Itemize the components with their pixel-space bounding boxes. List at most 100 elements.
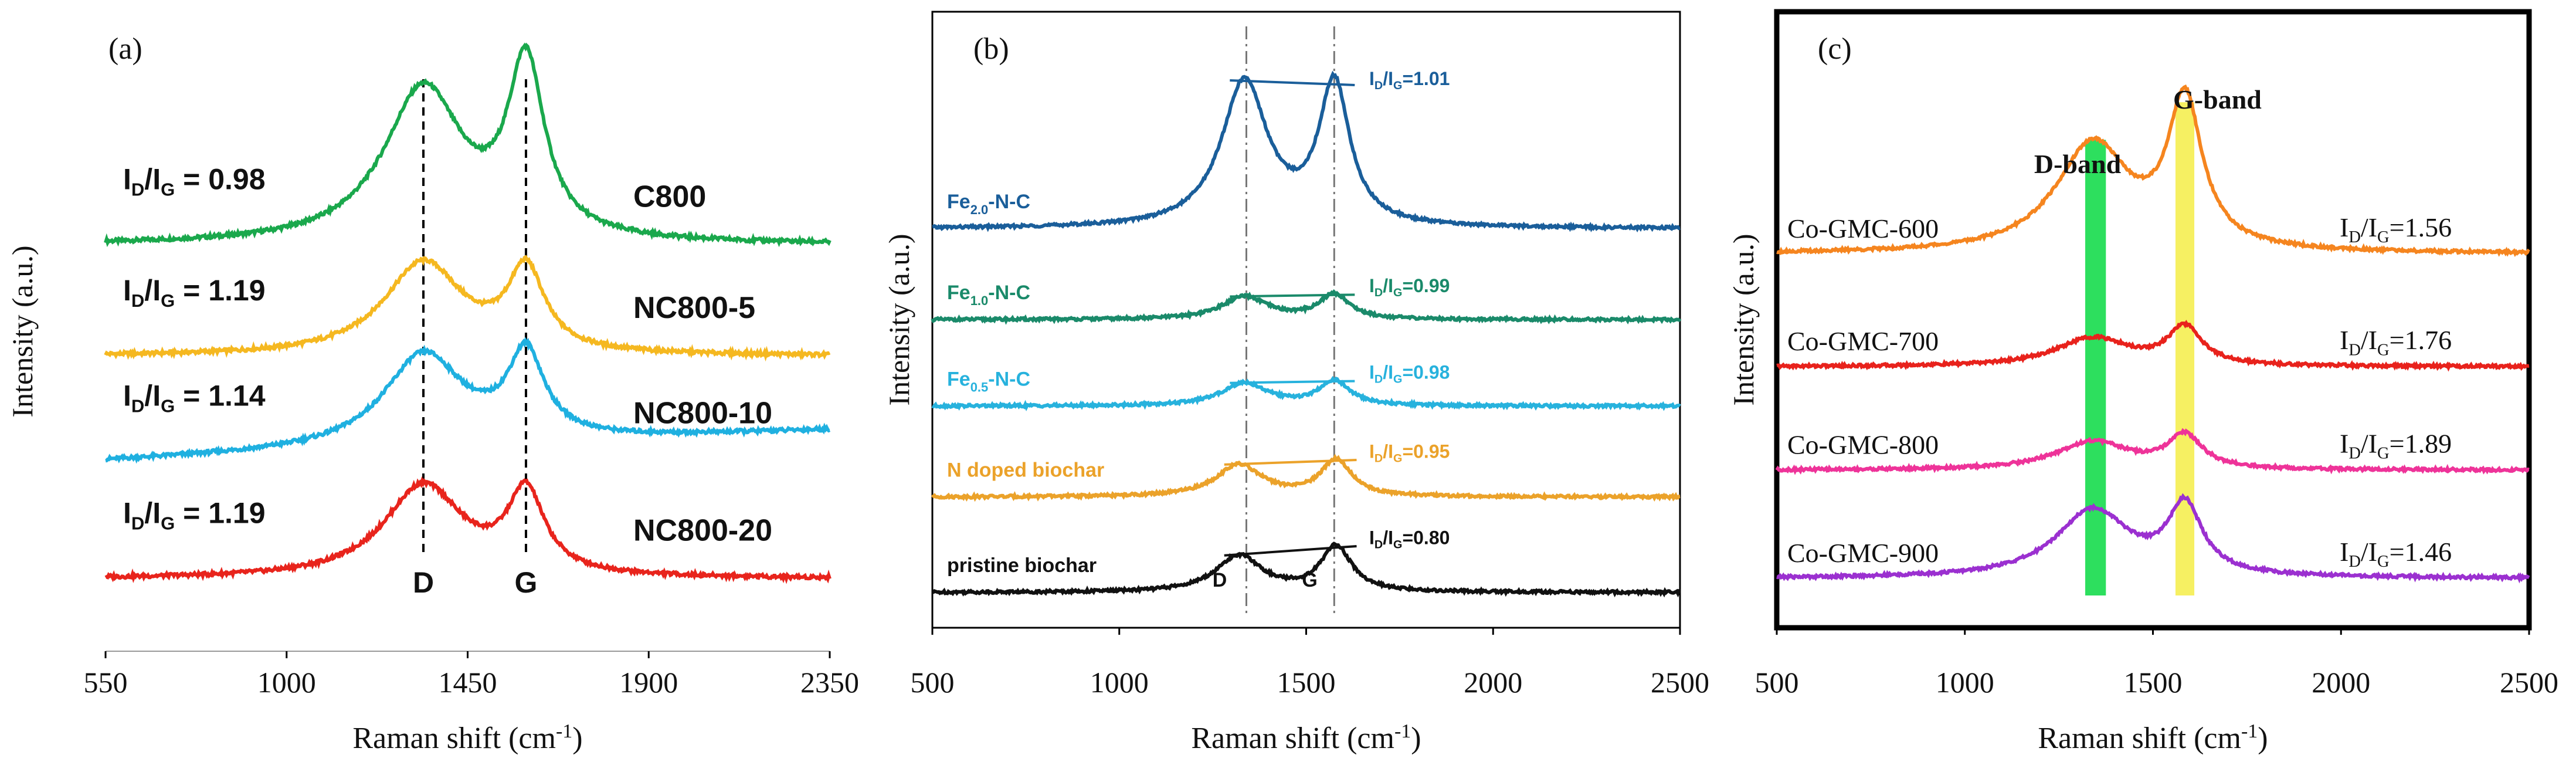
ratio-value: =0.80 [1402,527,1450,549]
series-line-0 [104,42,831,248]
series-label-sub: 0.5 [970,380,989,394]
series-line-1 [104,255,831,362]
x-tick-label: 1500 [1277,666,1336,699]
ratio-sub-g: G [1393,539,1402,551]
series-line-0 [1776,84,2530,258]
series-label-main: Fe [947,282,970,304]
ratio-label-2: ID/IG=0.98 [1369,361,1450,385]
ratio-i: I [2340,537,2348,567]
x-axis-title-main: Raman shift (cm [2038,722,2241,755]
ratio-label-3: ID/IG = 1.19 [123,497,266,534]
series-label-2: Fe0.5-N-C [947,368,1030,394]
ratio-sub-g: G [1393,452,1402,465]
band-label-d: D-band [2034,149,2122,179]
series-label-3: Co-GMC-900 [1787,538,1939,568]
ratio-sub-g: G [161,513,175,534]
ratio-sub-g: G [1393,373,1402,385]
series-line-2 [1775,428,2530,475]
ratio-label-2: ID/IG=1.89 [2340,429,2452,463]
ratio-i: I [2340,325,2348,355]
x-axis-title-main: Raman shift (cm [1191,722,1394,755]
x-axis-title-sup: -1 [556,720,572,742]
ratio-sub-d: D [131,179,144,199]
series-line-1 [931,289,1682,325]
tangent-line-4 [1224,544,1357,557]
ratio-sub-g: G [161,290,175,311]
y-axis-title: Intensity (a.u.) [883,234,915,406]
x-axis-title-main: Raman shift (cm [352,722,556,755]
ratio-value: = 1.14 [175,379,265,412]
ratio-mid: /I [144,379,161,412]
series-label-0: Co-GMC-600 [1787,214,1939,243]
series-label-4: pristine biochar [947,554,1097,577]
ratio-sub-d: D [1374,539,1383,551]
x-axis-title-end: ) [572,722,582,755]
reference-label-g: G [515,566,538,599]
x-axis-title-sup: -1 [1394,720,1411,742]
series-label-3: N doped biochar [947,459,1104,481]
x-tick-label: 1900 [619,666,678,699]
peak-label-g: G [1302,569,1317,591]
ratio-value: = 0.98 [175,163,265,195]
ratio-label-1: ID/IG=1.76 [2340,325,2452,359]
ratio-value: =1.76 [2390,325,2452,355]
x-tick-label: 550 [84,666,128,699]
ratio-sub-g: G [161,395,175,416]
tangent-line-1 [1230,293,1355,298]
ratio-label-4: ID/IG=0.80 [1369,527,1450,551]
ratio-sub-d: D [1374,452,1383,465]
ratio-value: =0.95 [1402,441,1450,462]
ratio-i: I [2340,212,2348,242]
ratio-label-0: ID/IG = 0.98 [123,163,266,199]
ratio-sub-g: G [161,179,175,199]
peak-label-d: D [1213,569,1227,591]
series-label-0: Fe2.0-N-C [947,191,1030,217]
ratio-sub-d: D [131,395,144,416]
series-label-main: Fe [947,368,970,390]
x-tick-label: 1000 [257,666,316,699]
series-label-rest: -N-C [988,282,1030,304]
reference-label-d: D [413,566,434,599]
ratio-mid: /I [144,274,161,307]
ratio-sub-g: G [2377,341,2390,359]
series-label-sub: 1.0 [970,293,989,308]
series-label-main: N doped biochar [947,459,1104,481]
ratio-label-2: ID/IG = 1.14 [123,379,266,416]
ratio-label-0: ID/IG=1.01 [1369,68,1450,92]
series-label-rest: -N-C [988,191,1030,213]
ratio-sub-g: G [2377,553,2390,571]
ratio-sub-d: D [2348,553,2361,571]
ratio-label-3: ID/IG=1.46 [2340,537,2452,571]
ratio-mid: /I [1383,361,1393,383]
series-line-1 [1776,320,2530,372]
ratio-value: =0.98 [1402,361,1450,383]
ratio-mid: /I [2361,429,2377,459]
series-line-3 [104,476,831,584]
ratio-label-3: ID/IG=0.95 [1369,441,1450,465]
ratio-sub-g: G [2377,228,2390,246]
ratio-label-0: ID/IG=1.56 [2340,212,2452,246]
series-label-1: Fe1.0-N-C [947,282,1030,308]
ratio-mid: /I [1383,275,1393,296]
x-tick-label: 1000 [1936,666,1994,699]
ratio-value: =1.89 [2390,429,2452,459]
series-line-3 [931,454,1681,502]
x-tick-label: 2500 [2500,666,2558,699]
band-label-g: G-band [2173,84,2262,114]
ratio-label-1: ID/IG = 1.19 [123,274,266,311]
series-label-main: Fe [947,191,970,213]
tangent-line-3 [1224,459,1357,466]
x-tick-label: 1000 [1090,666,1149,699]
ratio-mid: /I [2361,325,2377,355]
band-d [2085,140,2106,596]
ratio-mid: /I [2361,212,2377,242]
ratio-i: I [1369,527,1374,549]
ratio-mid: /I [1383,441,1393,462]
series-line-2 [105,337,831,464]
ratio-mid: /I [1383,68,1393,89]
ratio-i: I [1369,68,1374,89]
tangent-line-0 [1230,79,1355,86]
